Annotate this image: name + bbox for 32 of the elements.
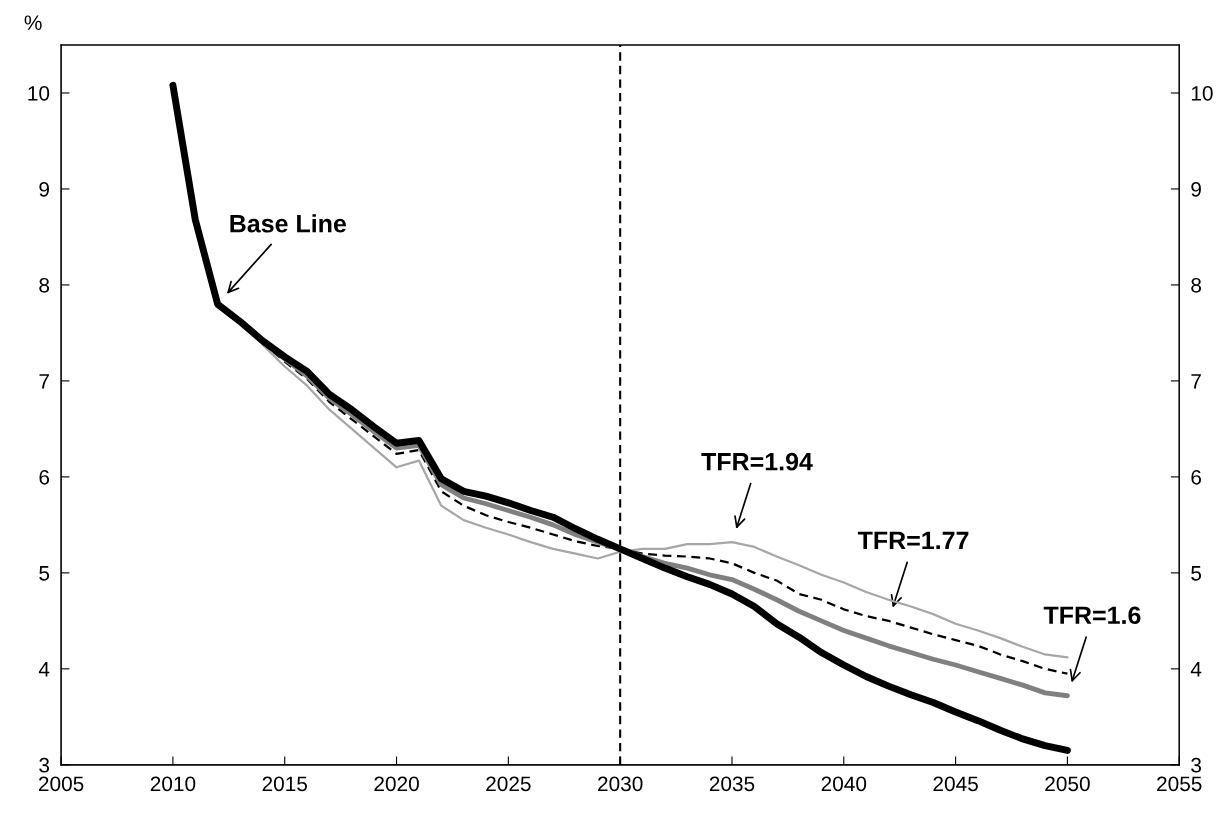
annotation: TFR=1.94	[701, 452, 813, 471]
annotation: TFR=1.77	[857, 531, 969, 550]
y-tick-label: 5	[39, 566, 50, 581]
x-tick-label: 2040	[821, 776, 867, 792]
x-tick-label: 2025	[486, 776, 531, 792]
annotation: TFR=1.6	[1043, 606, 1141, 625]
y2-tick-label: 5	[1191, 566, 1202, 581]
y-axis-title: %	[24, 15, 42, 30]
y2-tick-label: 8	[1191, 277, 1202, 293]
y2-tick-label: 10	[1191, 85, 1213, 101]
y-tick-label: 9	[39, 181, 49, 197]
x-tick-label: 2005	[38, 776, 84, 792]
y-tick-label: 10	[28, 85, 50, 101]
x-tick-label: 2050	[1045, 776, 1090, 792]
y-tick-label: 4	[38, 662, 50, 677]
y2-tick-label: 3	[1191, 757, 1202, 773]
y-tick-label: 6	[39, 469, 50, 485]
x-tick-label: 2030	[598, 776, 643, 792]
annotation: Base Line	[230, 214, 346, 233]
y2-tick-label: 7	[1191, 374, 1201, 389]
x-tick-label: 2020	[374, 776, 419, 792]
y2-tick-label: 6	[1191, 469, 1202, 485]
x-tick-label: 2015	[262, 776, 308, 792]
y2-tick-label: 9	[1191, 181, 1201, 197]
x-tick-label: 2035	[709, 776, 755, 792]
x-tick-label: 2010	[150, 776, 196, 792]
y2-tick-label: 4	[1190, 662, 1202, 677]
y-tick-label: 3	[39, 757, 50, 773]
x-tick-label: 2055	[1157, 776, 1202, 792]
x-tick-label: 2045	[933, 776, 978, 792]
y-tick-label: 7	[39, 374, 49, 389]
y-tick-label: 8	[39, 277, 50, 293]
